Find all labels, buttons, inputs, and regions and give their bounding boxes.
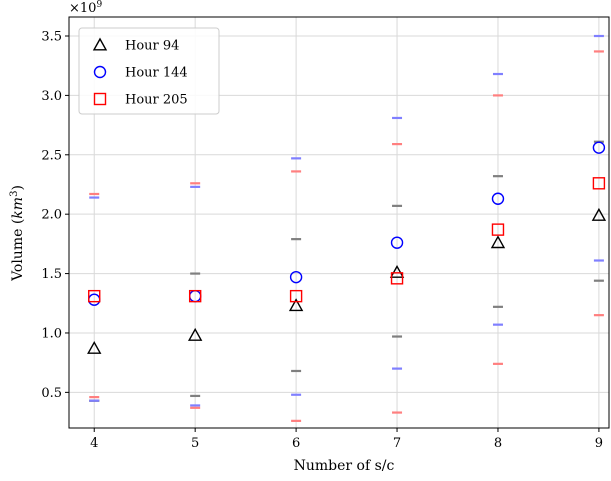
data-point-square bbox=[491, 223, 505, 236]
legend-label: Hour 144 bbox=[125, 66, 188, 81]
y-axis-label-exponent: 3 bbox=[9, 191, 20, 197]
x-tick-label: 6 bbox=[292, 436, 300, 451]
y-tick-label: 2.0 bbox=[41, 208, 62, 223]
y-tick-label: 3.5 bbox=[41, 30, 62, 45]
data-point-square bbox=[390, 272, 404, 285]
y-tick-label: 1.5 bbox=[41, 267, 62, 282]
data-point-circle bbox=[491, 192, 505, 205]
data-point-square bbox=[188, 289, 202, 303]
y-axis-label-text: Volume ( bbox=[10, 219, 26, 282]
y-axis-label: Volume (km3) bbox=[9, 185, 26, 282]
x-axis-ticks: 4 5 6 7 8 9 bbox=[90, 428, 603, 451]
x-tick-label: 9 bbox=[595, 436, 603, 451]
y-tick-label: 2.5 bbox=[41, 148, 62, 163]
legend-marker-square bbox=[93, 92, 107, 106]
data-point-triangle bbox=[187, 327, 203, 341]
x-tick-label: 5 bbox=[191, 436, 199, 451]
data-point-triangle bbox=[490, 235, 506, 249]
y-tick-label: 1.0 bbox=[41, 326, 62, 341]
x-axis-label: Number of s/c bbox=[294, 458, 395, 474]
x-tick-label: 4 bbox=[90, 436, 98, 451]
legend: Hour 94 Hour 144 Hour 205 bbox=[78, 27, 220, 115]
legend-label: Hour 94 bbox=[125, 39, 179, 54]
data-point-square bbox=[592, 177, 606, 190]
y-tick-label: 3.0 bbox=[41, 89, 62, 104]
y-offset-base: ×10 bbox=[69, 1, 96, 16]
data-point-circle bbox=[592, 141, 606, 154]
x-tick-label: 7 bbox=[393, 436, 401, 451]
data-point-circle bbox=[289, 270, 303, 284]
y-tick-label: 0.5 bbox=[41, 386, 62, 401]
legend-items: Hour 94 Hour 144 Hour 205 bbox=[92, 37, 188, 108]
data-point-square bbox=[289, 289, 303, 303]
y-axis-label-unit: km bbox=[10, 197, 26, 219]
legend-box bbox=[78, 27, 220, 115]
data-point-triangle bbox=[87, 340, 102, 354]
data-point-circle bbox=[390, 236, 404, 249]
data-point-triangle bbox=[389, 264, 405, 278]
legend-marker-triangle bbox=[92, 37, 108, 51]
legend-marker-circle bbox=[93, 65, 107, 79]
y-axis-ticks: 0.5 1.0 1.5 2.0 2.5 3.0 3.5 bbox=[41, 30, 69, 401]
x-tick-label: 8 bbox=[494, 436, 502, 451]
data-point-triangle bbox=[591, 207, 607, 221]
y-offset-label: ×109 bbox=[69, 0, 102, 16]
y-axis-label-close: ) bbox=[10, 185, 26, 190]
legend-label: Hour 205 bbox=[125, 93, 188, 108]
y-offset-exponent: 9 bbox=[96, 0, 102, 10]
data-point-triangle bbox=[288, 298, 304, 312]
data-point-square bbox=[88, 289, 101, 303]
data-points bbox=[87, 141, 607, 354]
plot-frame bbox=[68, 16, 610, 429]
bound-markers bbox=[89, 34, 604, 422]
